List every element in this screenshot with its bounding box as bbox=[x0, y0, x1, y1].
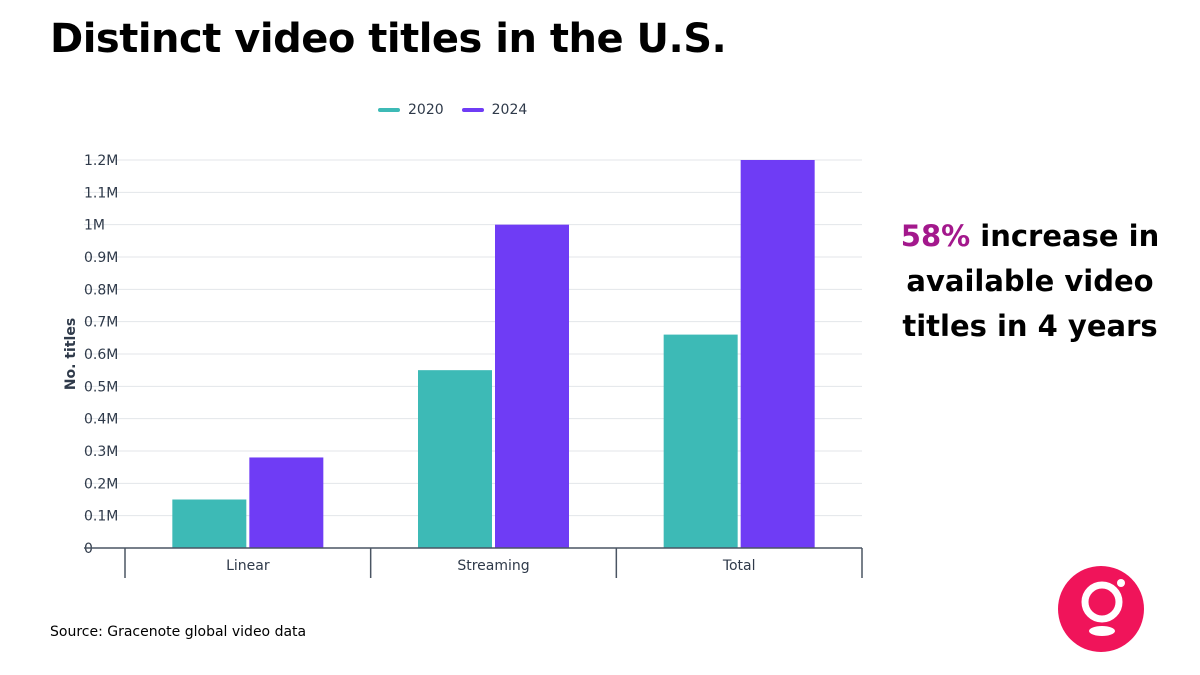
y-tick-label: 0.3M bbox=[84, 444, 118, 460]
y-tick-label: 0.7M bbox=[84, 315, 118, 331]
legend-item-2020[interactable]: 2020 bbox=[378, 102, 444, 118]
y-tick-label: 0.9M bbox=[84, 250, 118, 266]
bar-streaming-2024 bbox=[495, 224, 569, 548]
x-tick-label: Total bbox=[722, 558, 756, 574]
y-tick-label: 0.5M bbox=[84, 379, 118, 395]
bar-linear-2024 bbox=[249, 457, 324, 548]
y-tick-label: 1.1M bbox=[84, 185, 118, 201]
callout-text: 58% increase in available video titles i… bbox=[880, 214, 1180, 349]
callout-highlight: 58% bbox=[900, 219, 971, 253]
y-tick-label: 0.1M bbox=[84, 509, 118, 525]
y-tick-label: 0.6M bbox=[84, 347, 118, 363]
gracenote-logo-icon bbox=[1058, 566, 1144, 652]
y-tick-label: 0 bbox=[84, 541, 93, 557]
y-axis-title: No. titles bbox=[63, 318, 79, 390]
y-tick-label: 0.2M bbox=[84, 476, 118, 492]
y-tick-label: 0.4M bbox=[84, 412, 118, 428]
y-tick-label: 1M bbox=[84, 218, 105, 234]
chart-legend: 2020 2024 bbox=[378, 100, 527, 120]
callout-line-1: increase in bbox=[970, 219, 1160, 253]
legend-label-2020: 2020 bbox=[408, 102, 444, 118]
legend-label-2024: 2024 bbox=[491, 102, 528, 118]
legend-item-2024[interactable]: 2024 bbox=[461, 102, 528, 118]
bar-chart: 0 0.1M 0.2M 0.3M 0.4M 0.5M 0.6M 0.7M 0.8M 0.9M 1M 1… bbox=[63, 153, 863, 578]
source-note: Source: Gracenote global video data bbox=[50, 624, 307, 640]
y-tick-label: 1.2M bbox=[84, 153, 118, 169]
x-tick-label: Linear bbox=[226, 558, 270, 574]
callout-line-3: titles in 4 years bbox=[902, 309, 1158, 343]
bar-total-2020 bbox=[663, 334, 738, 548]
bar-streaming-2020 bbox=[418, 370, 492, 548]
y-tick-label: 0.8M bbox=[84, 282, 118, 298]
bar-linear-2020 bbox=[172, 499, 247, 548]
x-tick-label: Streaming bbox=[457, 558, 529, 574]
bar-total-2024 bbox=[740, 160, 815, 548]
legend-swatch-2020 bbox=[378, 108, 400, 112]
legend-swatch-2024 bbox=[461, 108, 484, 112]
page-title: Distinct video titles in the U.S. bbox=[50, 16, 727, 62]
callout-line-2: available video bbox=[906, 264, 1154, 298]
